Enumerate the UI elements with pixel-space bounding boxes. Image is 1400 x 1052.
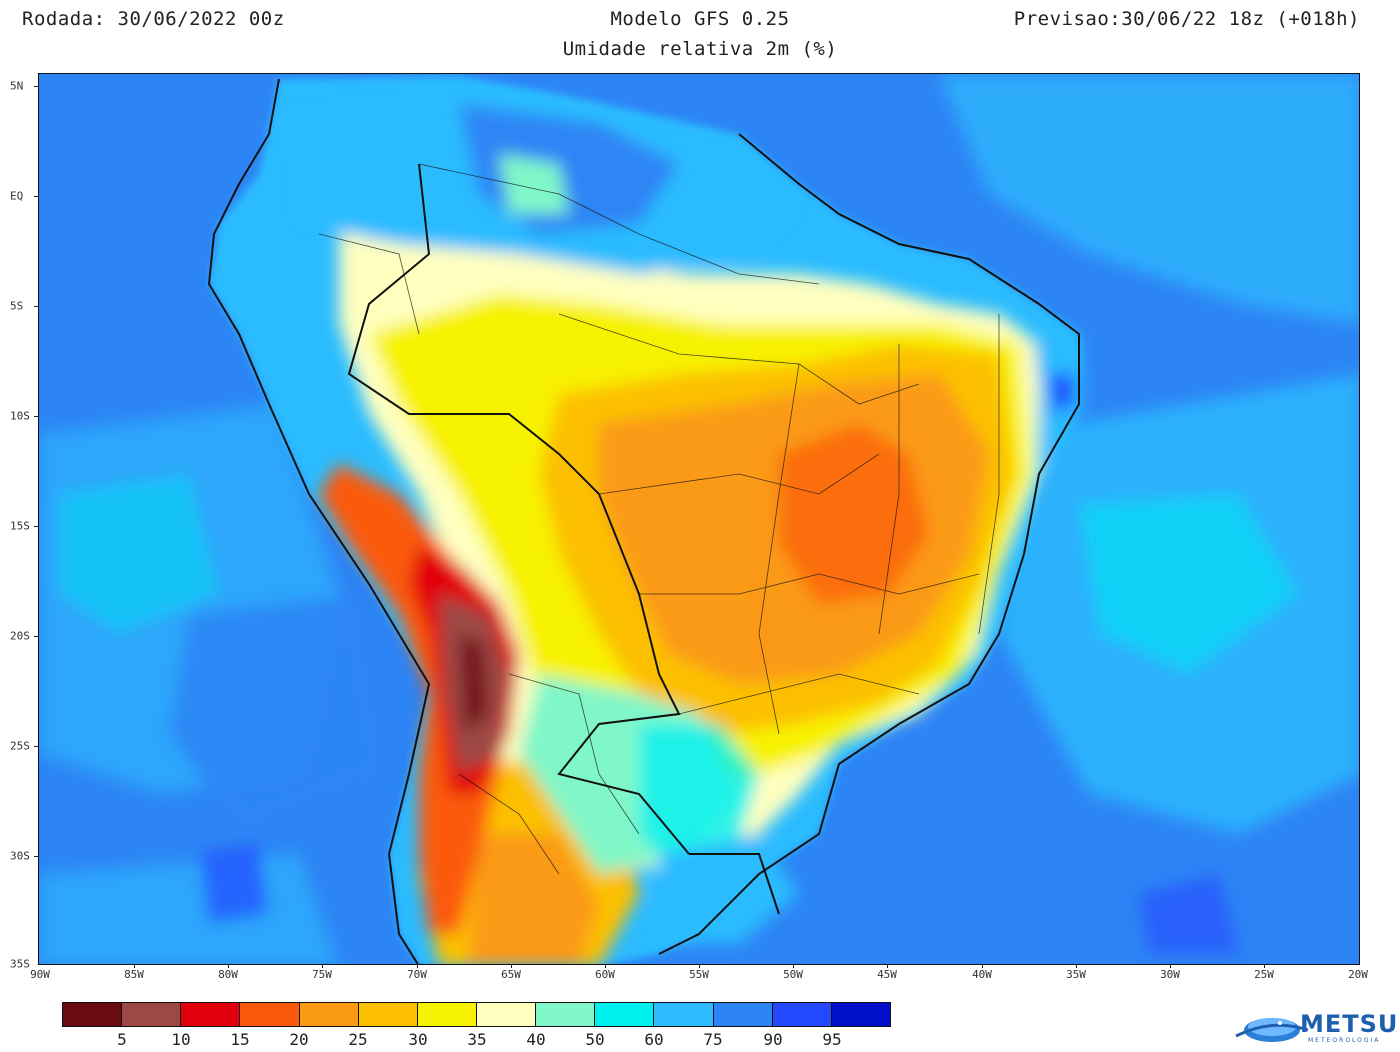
state-borders	[318, 163, 1000, 875]
colorbar-label: 75	[703, 1030, 723, 1049]
variable-subtitle: Umidade relativa 2m (%)	[562, 38, 838, 60]
lat-label-eq: EQ	[10, 189, 24, 203]
colorbar	[62, 1002, 891, 1027]
colorbar-label: 10	[171, 1030, 191, 1049]
ocean-humidity-field	[39, 74, 1359, 964]
lat-tick	[34, 636, 39, 637]
lon-tick	[1264, 964, 1265, 968]
colorbar-segment-8	[536, 1003, 596, 1026]
lon-label-40w: 40W	[972, 968, 992, 981]
forecast-label: Previsao:30/06/22 18z (+018h)	[1013, 8, 1360, 30]
colorbar-segment-7	[476, 1003, 537, 1026]
colorbar-segment-3	[240, 1003, 300, 1026]
lon-tick	[228, 964, 229, 968]
lat-label-15s: 15S	[10, 519, 30, 533]
colorbar-label: 20	[289, 1030, 309, 1049]
colorbar-segment-2	[181, 1003, 241, 1026]
colorbar-segment-0	[63, 1003, 123, 1026]
colorbar-label: 40	[526, 1030, 546, 1049]
map-canvas	[39, 74, 1359, 964]
lat-tick	[34, 86, 39, 87]
lon-label-60w: 60W	[595, 968, 615, 981]
lon-label-90w: 90W	[30, 968, 50, 981]
lat-label-5s: 5S	[10, 299, 24, 313]
colorbar-segment-5	[358, 1003, 418, 1026]
lat-label-5n: 5N	[10, 79, 24, 93]
lon-label-50w: 50W	[783, 968, 803, 981]
colorbar-label: 90	[763, 1030, 783, 1049]
lat-tick	[34, 856, 39, 857]
lon-tick	[982, 964, 983, 968]
lon-label-75w: 75W	[312, 968, 332, 981]
colorbar-segment-11	[713, 1003, 773, 1026]
lat-label-25s: 25S	[10, 739, 30, 753]
colorbar-label: 25	[348, 1030, 368, 1049]
lat-tick	[34, 306, 39, 307]
run-label: Rodada: 30/06/2022 00z	[22, 8, 285, 30]
lon-label-85w: 85W	[124, 968, 144, 981]
lon-tick	[887, 964, 888, 968]
lon-tick	[699, 964, 700, 968]
colorbar-label: 15	[230, 1030, 250, 1049]
logo-name: METSUL	[1300, 1010, 1400, 1038]
lat-tick	[34, 746, 39, 747]
model-title: Modelo GFS 0.25	[610, 8, 790, 30]
colorbar-label: 60	[644, 1030, 664, 1049]
colorbar-segment-4	[299, 1003, 359, 1026]
lon-label-20w: 20W	[1348, 968, 1368, 981]
colorbar-label: 30	[408, 1030, 428, 1049]
lon-label-35w: 35W	[1066, 968, 1086, 981]
lon-label-55w: 55W	[689, 968, 709, 981]
lat-label-20s: 20S	[10, 629, 30, 643]
lon-tick	[322, 964, 323, 968]
colorbar-label: 50	[585, 1030, 605, 1049]
colorbar-segment-13	[831, 1003, 890, 1026]
lat-label-30s: 30S	[10, 849, 30, 863]
lon-label-65w: 65W	[501, 968, 521, 981]
colorbar-label: 5	[117, 1030, 127, 1049]
lat-tick	[34, 196, 39, 197]
colorbar-segment-1	[122, 1003, 182, 1026]
humidity-map	[38, 73, 1360, 965]
lon-tick	[511, 964, 512, 968]
colorbar-segment-9	[595, 1003, 655, 1026]
lon-label-45w: 45W	[877, 968, 897, 981]
lat-tick	[34, 416, 39, 417]
lon-label-30w: 30W	[1160, 968, 1180, 981]
lat-label-10s: 10S	[10, 409, 30, 423]
globe-swoosh-icon	[1235, 1018, 1309, 1042]
lon-tick	[1076, 964, 1077, 968]
colorbar-segment-6	[417, 1003, 477, 1026]
lat-tick	[34, 526, 39, 527]
lon-label-70w: 70W	[407, 968, 427, 981]
lon-label-80w: 80W	[218, 968, 238, 981]
colorbar-label: 35	[467, 1030, 487, 1049]
colorbar-segment-12	[772, 1003, 832, 1026]
lon-tick	[134, 964, 135, 968]
lon-tick	[605, 964, 606, 968]
land-humidity-field	[289, 94, 1084, 964]
colorbar-label: 95	[822, 1030, 842, 1049]
lon-tick	[1170, 964, 1171, 968]
colorbar-segment-10	[654, 1003, 714, 1026]
lon-label-25w: 25W	[1254, 968, 1274, 981]
logo-subtitle: METEOROLOGIA	[1308, 1037, 1381, 1044]
lat-label-35s: 35S	[10, 957, 30, 971]
lon-tick	[417, 964, 418, 968]
lon-tick	[793, 964, 794, 968]
